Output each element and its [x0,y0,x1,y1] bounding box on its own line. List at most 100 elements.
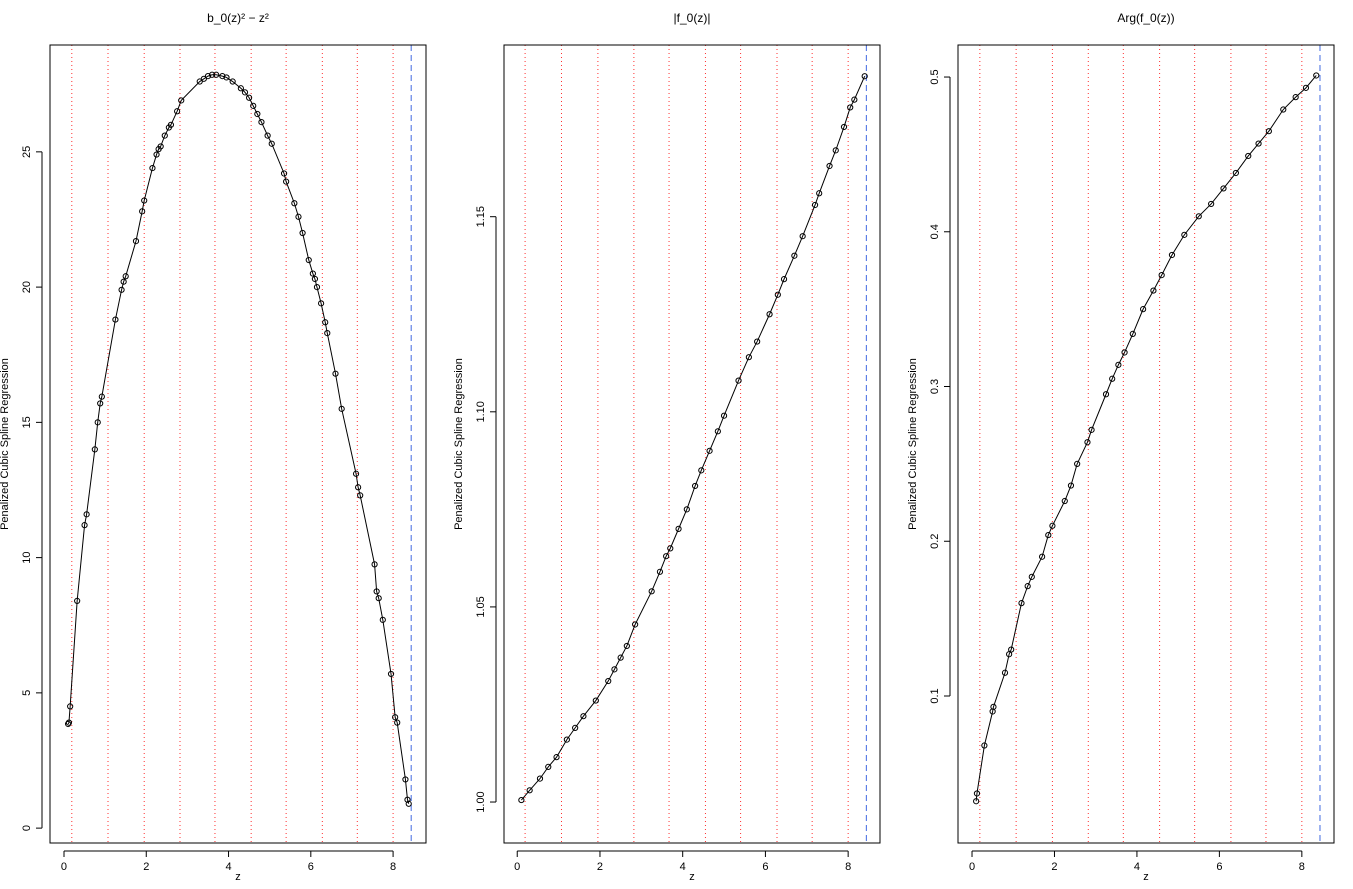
data-point [1208,200,1215,208]
data-point [299,229,306,237]
data-point [264,132,271,139]
data-point [74,597,81,604]
data-point [826,162,833,170]
data-point [1008,646,1015,653]
data-point [402,776,409,783]
data-point [780,276,788,283]
data-point [675,525,682,532]
data-point [851,96,858,103]
data-point [373,588,380,595]
data-point [122,273,129,280]
data-point [683,506,690,513]
plot-frame [49,44,427,844]
data-point [208,71,216,78]
y-tick-label: 25 [21,146,33,158]
x-tick-label: 0 [514,861,520,873]
data-point [580,713,587,720]
data-point [623,642,630,650]
data-point [840,123,848,131]
data-point [1158,272,1165,279]
data-point [120,278,127,285]
x-tick-label: 4 [1134,861,1140,873]
data-point [305,256,312,264]
data-point [1220,185,1227,192]
data-point [375,595,382,602]
data-point [563,736,570,743]
data-point [311,275,319,283]
chart-title: b_0(z)² − z² [207,11,269,25]
data-point [1280,106,1287,113]
x-axis-label: z [235,871,241,883]
data-point [706,447,713,454]
data-point [981,742,988,749]
data-point [1084,439,1091,446]
data-point [1121,349,1128,356]
data-point [97,400,104,407]
data-point [1129,330,1136,338]
data-point [161,132,168,139]
data-point [246,94,253,101]
data-point [847,104,854,111]
data-point [1088,426,1095,433]
data-point [379,616,386,623]
data-point [648,588,655,595]
y-tick-label: 5 [21,690,33,696]
data-point [526,787,533,794]
data-point [229,78,236,85]
data-point [91,446,98,453]
data-point [720,412,728,419]
x-tick-label: 4 [680,861,686,873]
data-point [1150,287,1157,294]
data-point [1102,391,1110,398]
data-point [149,164,156,172]
data-point [1024,583,1031,590]
data-point [219,73,226,80]
data-point [268,140,275,147]
data-point [799,233,806,240]
data-point [1181,231,1188,238]
y-tick-label: 0.3 [929,379,941,394]
chart-title: Arg(f_0(z)) [1117,11,1174,25]
data-point [1232,169,1239,177]
data-point [250,102,257,109]
x-tick-label: 0 [969,861,975,873]
data-point [663,553,670,560]
data-point [617,654,624,661]
fit-line [67,74,410,804]
data-point [1302,84,1310,91]
data-point [98,393,105,400]
data-point [81,522,88,529]
data-point [811,201,819,209]
data-point [167,121,175,128]
data-point [65,719,73,726]
data-point [774,291,781,298]
data-point [213,71,220,78]
data-point [387,670,395,678]
data-point [766,311,773,318]
data-point [322,319,329,326]
data-point [1028,573,1035,580]
data-point [371,561,378,568]
y-tick-label: 0 [21,825,33,831]
data-point [94,419,101,426]
data-point [1115,361,1122,368]
y-tick-label: 15 [21,416,33,428]
data-point [572,724,579,731]
data-point [313,284,321,291]
x-tick-label: 2 [1051,861,1057,873]
x-tick-label: 8 [1299,861,1305,873]
data-point [153,151,160,158]
x-axis-label: z [689,871,695,883]
data-point [1168,251,1176,259]
data-point [405,800,412,807]
y-tick-label: 1.10 [475,401,487,422]
y-tick-label: 0.4 [929,224,941,239]
data-point [139,208,146,215]
y-tick-label: 0.5 [929,69,941,84]
data-point [83,511,90,518]
y-tick-label: 0.2 [929,534,941,549]
y-tick-label: 1.00 [475,791,487,812]
data-point [1195,213,1202,220]
